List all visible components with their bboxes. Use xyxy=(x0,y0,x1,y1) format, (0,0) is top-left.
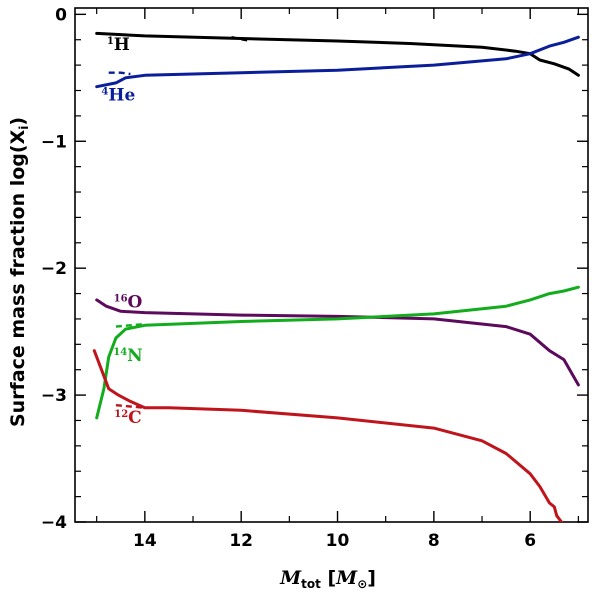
x-axis-label: Mtot [M⊙] xyxy=(279,567,376,591)
series-label-symbol: C xyxy=(128,408,142,428)
series-dashed-1H xyxy=(231,36,252,43)
series-label-mass: 4 xyxy=(101,87,108,98)
series-label-4He: 4He xyxy=(101,86,135,106)
series-line-14N xyxy=(95,285,580,420)
x-tick-label: 10 xyxy=(326,531,350,551)
x-axis-label-sub: tot xyxy=(301,577,321,591)
plot-frame-layer xyxy=(74,7,589,523)
y-axis-label-close: ) xyxy=(7,117,29,126)
y-tick-label: −3 xyxy=(41,386,67,406)
y-tick-label: −4 xyxy=(41,513,67,533)
plot-frame xyxy=(74,7,589,523)
series-label-symbol: H xyxy=(114,35,130,55)
series-line-12C xyxy=(92,349,563,522)
x-tick-label: 12 xyxy=(229,531,253,551)
series-label-16O: 16O xyxy=(114,293,143,313)
series-label-14N: 14N xyxy=(113,346,142,366)
x-axis-label-unit-close: ] xyxy=(367,567,376,589)
y-axis-label-sub: i xyxy=(17,126,31,130)
series-label-symbol: N xyxy=(127,346,143,366)
x-axis-label-unit-sub: ⊙ xyxy=(357,577,367,591)
series-dashed-12C xyxy=(115,404,145,409)
y-tick-label: 0 xyxy=(55,5,67,25)
series-label-1H: 1H xyxy=(107,35,130,55)
x-tick-label: 8 xyxy=(428,531,440,551)
x-tick-label: 6 xyxy=(524,531,536,551)
series-label-mass: 12 xyxy=(114,409,128,420)
y-tick-label: −1 xyxy=(41,132,67,152)
series-label-symbol: He xyxy=(108,86,135,106)
x-axis-label-unit-open: [ xyxy=(321,567,336,589)
series-label-mass: 1 xyxy=(107,36,114,47)
series-label-12C: 12C xyxy=(114,408,141,428)
tick-layer: 14 12 10 8 60−1−2−3−4 xyxy=(41,5,588,551)
y-axis-label-main: Surface mass fraction log(X xyxy=(7,129,29,427)
series-dashed-4He xyxy=(108,71,131,76)
x-tick-label: 14 xyxy=(133,531,157,551)
series-label-mass: 14 xyxy=(113,347,127,358)
series-label-mass: 16 xyxy=(114,294,128,305)
series-layer xyxy=(92,31,580,522)
y-tick-label: −2 xyxy=(41,259,67,279)
series-line-1H xyxy=(95,31,580,77)
series-line-16O xyxy=(95,298,580,387)
x-axis-label-main: M xyxy=(279,567,302,589)
series-line-4He xyxy=(95,35,580,89)
x-axis-label-unit-m: M xyxy=(335,567,358,589)
series-label-symbol: O xyxy=(128,293,143,313)
series-dashed-14N xyxy=(115,322,145,328)
y-axis-label: Surface mass fraction log(Xi) xyxy=(7,117,31,427)
